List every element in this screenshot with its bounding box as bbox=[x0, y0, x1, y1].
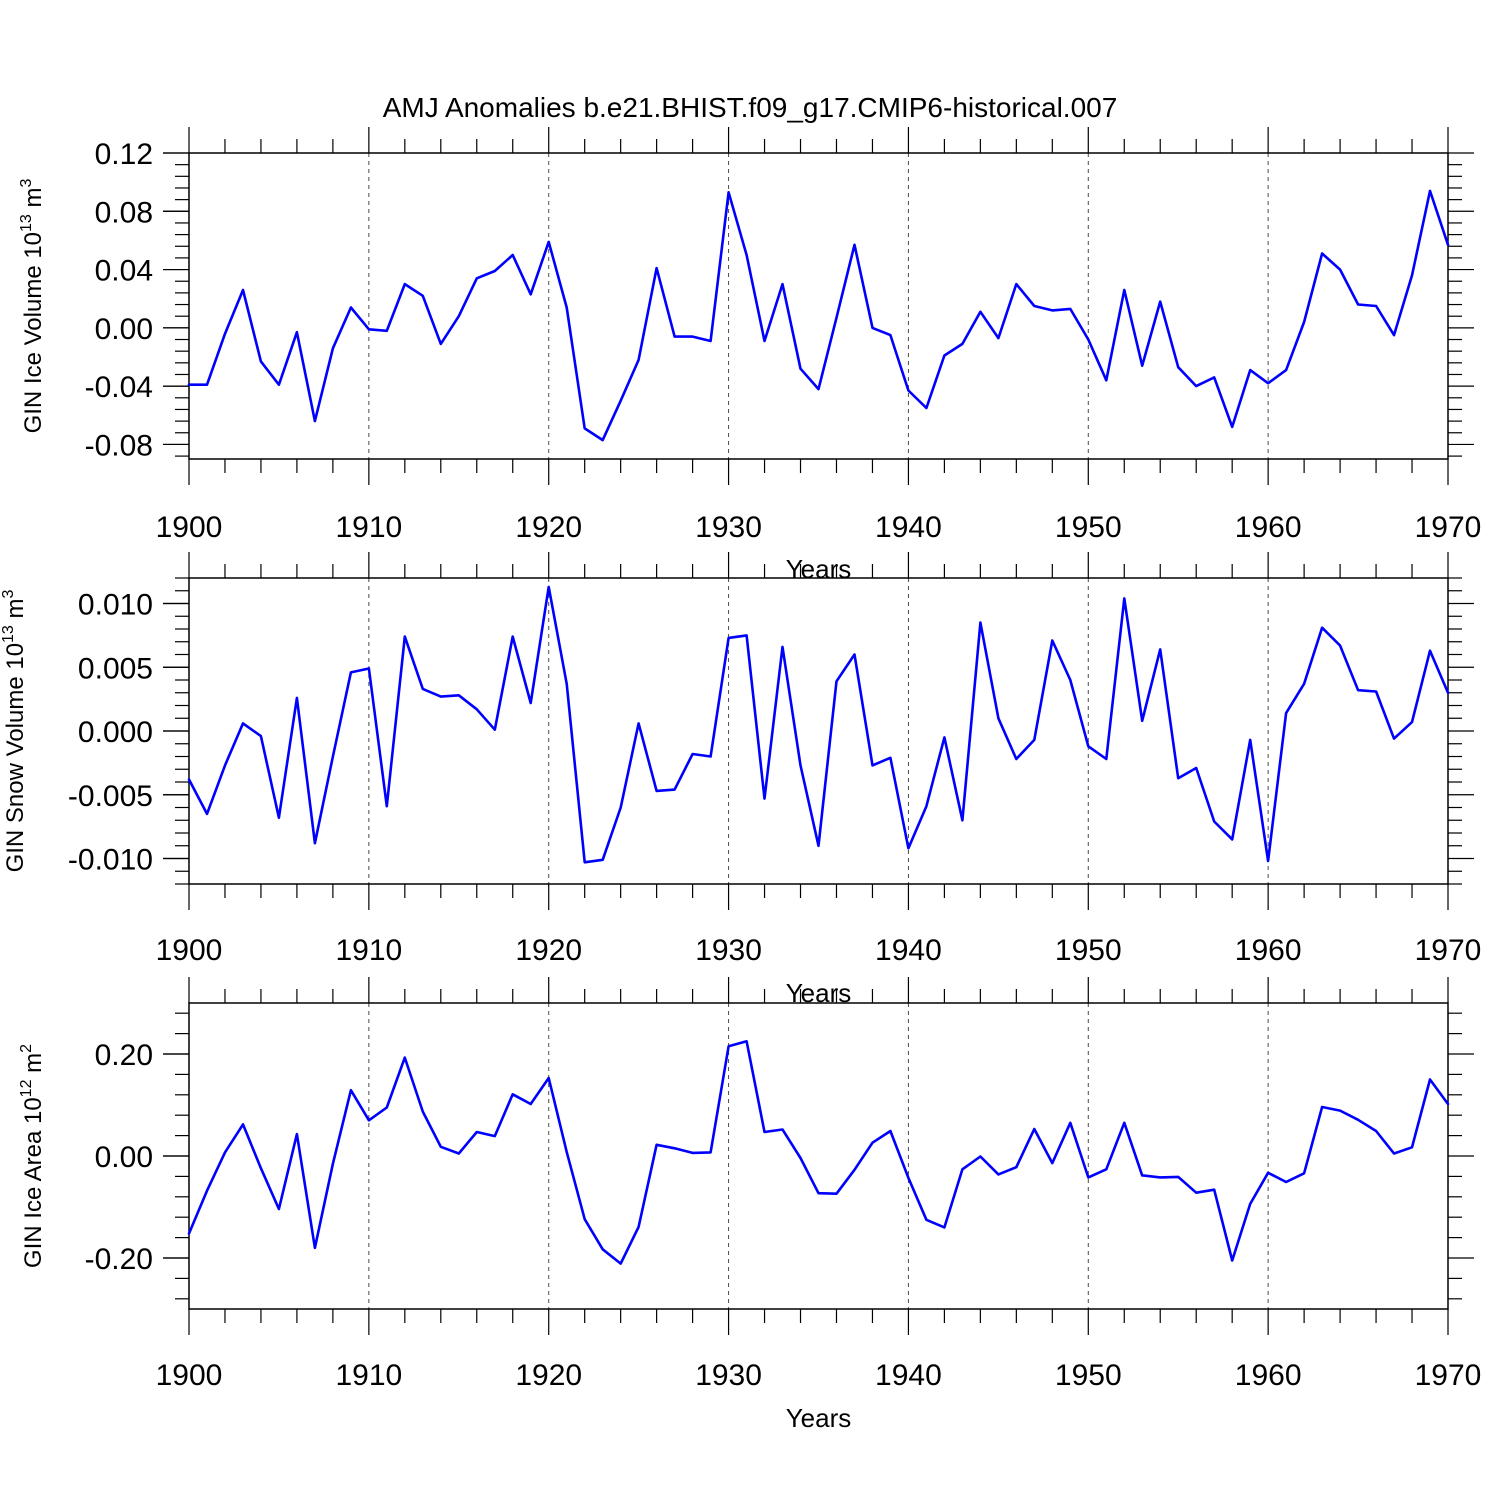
x-tick-label: 1950 bbox=[1055, 511, 1122, 544]
panels: 1900 1910 1920 1930 1940 1950 1960 1970 Years -0.… bbox=[0, 127, 1481, 1433]
y-axis-label-text: GIN Snow Volume 10 bbox=[2, 643, 29, 872]
x-tick-label: 1970 bbox=[1415, 934, 1482, 967]
plot-frame bbox=[188, 1002, 1449, 1310]
y-tick-label: 0.08 bbox=[95, 196, 153, 229]
x-axis-label: Years bbox=[786, 1403, 852, 1433]
y-axis-label-unit: m bbox=[20, 1053, 47, 1080]
x-tick-label: 1900 bbox=[156, 1359, 223, 1392]
x-tick-label: 1930 bbox=[695, 511, 762, 544]
x-tick-label: 1940 bbox=[875, 1359, 942, 1392]
y-tick-label: 0.12 bbox=[95, 138, 153, 171]
y-axis-label-unit: m bbox=[2, 598, 29, 625]
y-tick-label: -0.010 bbox=[68, 844, 153, 877]
y-axis-label: GIN Ice Area 1012 m2 bbox=[18, 1044, 47, 1268]
x-tick-label: 1940 bbox=[875, 511, 942, 544]
panel-3: 1900 1910 1920 1930 1940 1950 1960 1970 Years -0.… bbox=[18, 977, 1481, 1433]
y-tick-label: 0.005 bbox=[78, 652, 153, 685]
plot-frame bbox=[188, 152, 1449, 460]
x-tick-label: 1910 bbox=[335, 511, 402, 544]
x-tick-label: 1940 bbox=[875, 934, 942, 967]
y-axis-label: GIN Snow Volume 1013 m3 bbox=[0, 589, 29, 872]
x-tick-label: 1930 bbox=[695, 1359, 762, 1392]
y-tick-label: 0.00 bbox=[95, 313, 153, 346]
x-tick-label: 1950 bbox=[1055, 934, 1122, 967]
x-tick-label: 1920 bbox=[515, 1359, 582, 1392]
x-tick-label: 1930 bbox=[695, 934, 762, 967]
series-line bbox=[187, 585, 1450, 864]
y-tick-label: 0.010 bbox=[78, 589, 153, 622]
y-tick-label: -0.04 bbox=[85, 371, 153, 404]
x-tick-label: 1970 bbox=[1415, 1359, 1482, 1392]
y-axis-label-exponent: 13 bbox=[18, 214, 35, 232]
y-axis-label-unit: m bbox=[20, 188, 47, 215]
y-tick-label: 0.20 bbox=[95, 1039, 153, 1072]
y-axis-label: GIN Ice Volume 1013 m3 bbox=[18, 179, 47, 434]
x-tick-label: 1920 bbox=[515, 934, 582, 967]
series-line bbox=[187, 1040, 1450, 1265]
x-tick-label: 1920 bbox=[515, 511, 582, 544]
y-tick-label: -0.20 bbox=[85, 1243, 153, 1276]
y-tick-label: 0.00 bbox=[95, 1141, 153, 1174]
y-tick-label: -0.005 bbox=[68, 780, 153, 813]
panel-2: 1900 1910 1920 1930 1940 1950 1960 1970 Years -0.… bbox=[0, 552, 1481, 1008]
x-tick-label: 1900 bbox=[156, 511, 223, 544]
y-axis-label-text: GIN Ice Volume 10 bbox=[20, 232, 47, 433]
x-tick-label: 1960 bbox=[1235, 1359, 1302, 1392]
y-axis-label-text: GIN Ice Area 10 bbox=[20, 1097, 47, 1268]
x-tick-label: 1960 bbox=[1235, 934, 1302, 967]
x-tick-label: 1960 bbox=[1235, 511, 1302, 544]
x-tick-label: 1970 bbox=[1415, 511, 1482, 544]
x-tick-label: 1950 bbox=[1055, 1359, 1122, 1392]
y-tick-label: 0.04 bbox=[95, 255, 153, 288]
x-tick-label: 1900 bbox=[156, 934, 223, 967]
y-tick-label: 0.000 bbox=[78, 716, 153, 749]
series-line bbox=[187, 189, 1450, 442]
x-tick-label: 1910 bbox=[335, 934, 402, 967]
y-axis-label-exponent: 12 bbox=[18, 1079, 35, 1097]
y-axis-label-exponent: 13 bbox=[0, 625, 17, 643]
chart-title: AMJ Anomalies b.e21.BHIST.f09_g17.CMIP6-… bbox=[383, 92, 1118, 123]
y-axis-label-unit-exponent: 3 bbox=[18, 179, 35, 188]
y-axis-label-unit-exponent: 3 bbox=[0, 589, 17, 598]
y-axis-label-unit-exponent: 2 bbox=[18, 1044, 35, 1053]
x-tick-label: 1910 bbox=[335, 1359, 402, 1392]
y-tick-label: -0.08 bbox=[85, 429, 153, 462]
panel-1: 1900 1910 1920 1930 1940 1950 1960 1970 Years -0.… bbox=[18, 127, 1481, 584]
x-axis-label: Years bbox=[786, 554, 852, 584]
